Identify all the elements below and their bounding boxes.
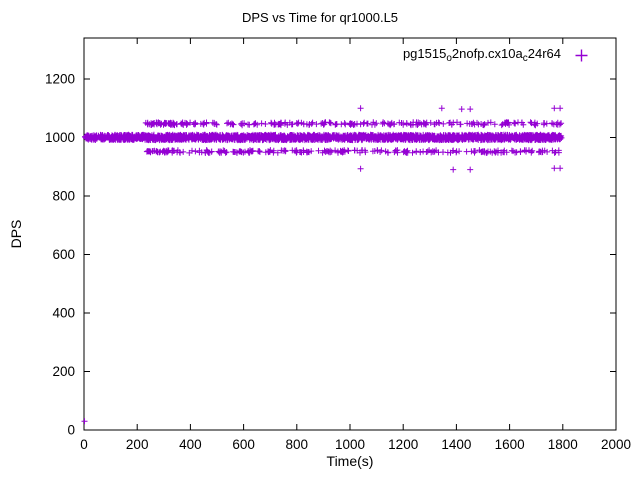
x-tick-label: 0 [80,437,88,452]
x-tick-label: 600 [232,437,255,452]
legend-label: pg1515o2nofp.cx10ac24r64 [403,46,561,64]
x-tick-label: 2000 [601,437,631,452]
x-tick-label: 400 [179,437,202,452]
y-tick-label: 800 [52,188,75,203]
axis-ticks [83,38,617,431]
legend-label-text: pg1515 [402,46,447,61]
x-tick-label: 1800 [548,437,578,452]
legend-label-text: 24r64 [527,46,561,61]
legend-label-subscript: o [446,53,452,64]
legend: pg1515o2nofp.cx10ac24r64 [403,46,588,64]
y-tick-label: 400 [52,305,75,320]
x-tick-label: 800 [286,437,309,452]
y-tick-label: 600 [52,247,75,262]
x-tick-label: 1000 [335,437,365,452]
legend-label-text: 2nofp.cx10a [451,46,523,61]
x-tick-label: 200 [126,437,149,452]
x-tick-label: 1600 [495,437,525,452]
scatter-points [81,105,565,425]
x-axis-label: Time(s) [326,453,374,469]
y-tick-label: 1200 [45,71,75,86]
chart-title: DPS vs Time for qr1000.L5 [241,10,399,25]
legend-label-subscript: c [522,53,528,64]
y-tick-label: 200 [52,364,75,379]
x-tick-label: 1200 [388,437,418,452]
x-tick-label: 1400 [441,437,471,452]
y-tick-label: 1000 [45,130,75,145]
y-tick-label: 0 [67,423,75,438]
legend-plus-marker-icon [575,49,588,61]
plot-border [83,37,617,431]
